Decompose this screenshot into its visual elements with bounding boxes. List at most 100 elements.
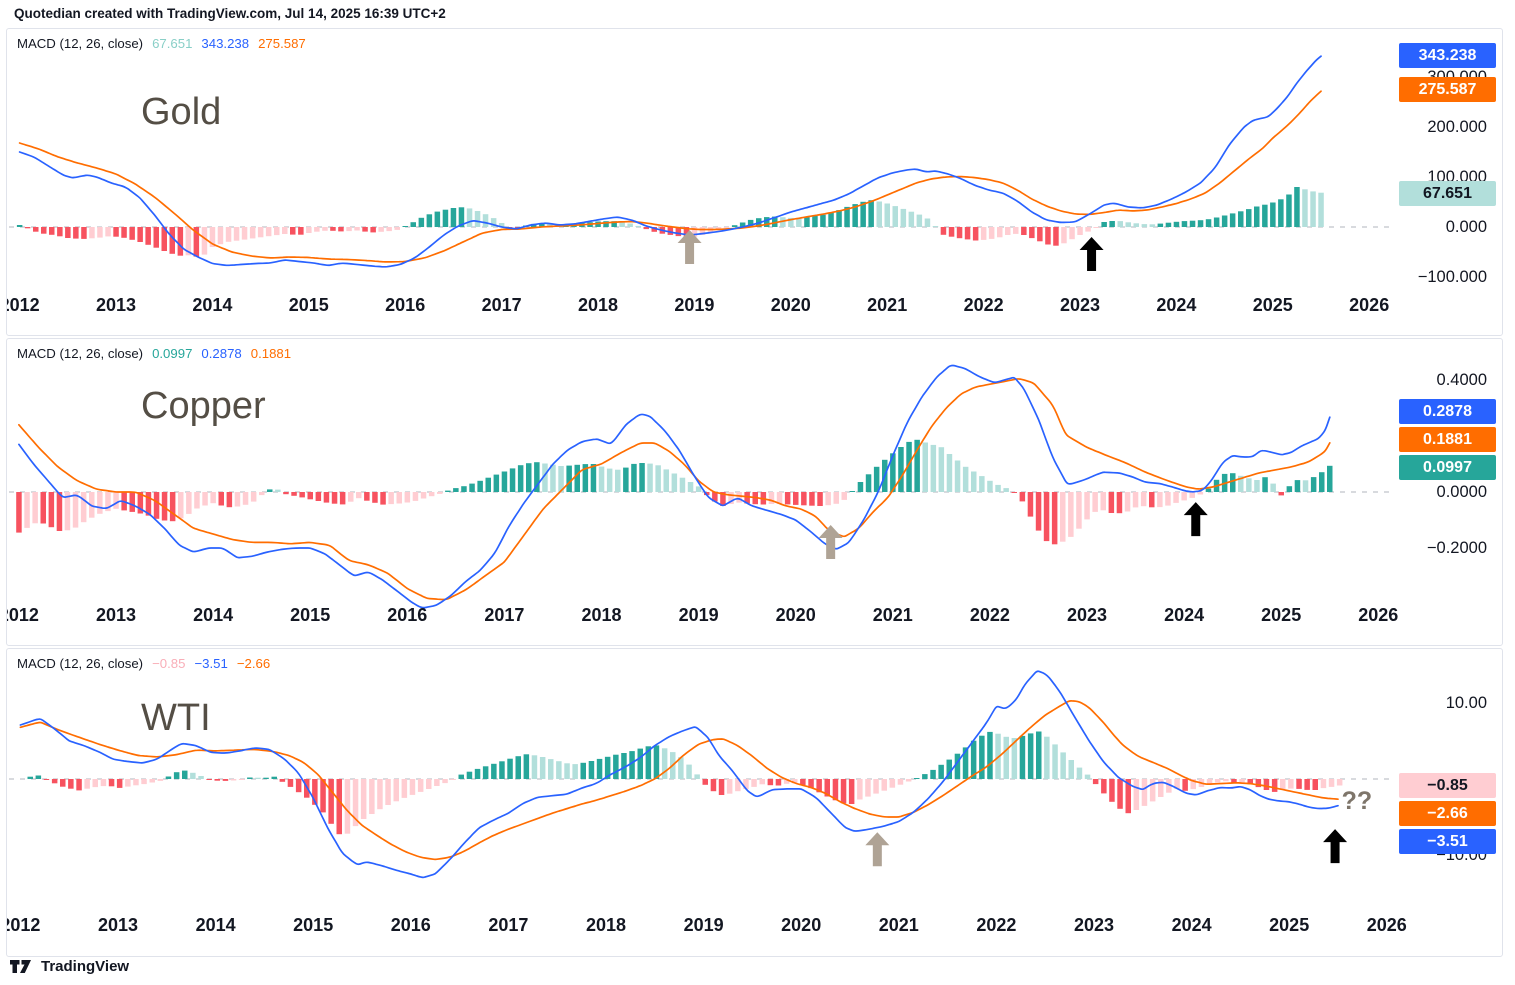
y-axis-tick-label: −0.2000 (1426, 539, 1487, 557)
x-axis-year-label: 2026 (1358, 605, 1399, 625)
price-badge: −3.51 (1399, 828, 1496, 854)
legend-macd-value: 0.2878 (201, 346, 242, 361)
gray-up-arrow (865, 832, 890, 867)
macd-histogram (27, 731, 1343, 835)
x-axis-year-label: 2016 (390, 915, 431, 935)
macd-histogram (16, 187, 1324, 257)
x-axis-year-label: 2024 (1164, 605, 1205, 625)
price-badge: 67.651 (1399, 180, 1496, 206)
tradingview-logo-icon (10, 959, 31, 973)
x-axis-year-label: 2012 (7, 915, 41, 935)
legend-macd-value: 343.238 (201, 36, 250, 51)
x-axis-year-label: 2013 (95, 605, 137, 625)
indicator-label: MACD (12, 26, close) (17, 346, 144, 361)
indicator-legend: MACD (12, 26, close) 0.0997 0.2878 0.1881 (17, 346, 300, 361)
price-badge: −0.85 (1399, 772, 1496, 798)
legend-hist-value: 0.0997 (152, 346, 193, 361)
y-axis-tick-label: −100.000 (1417, 268, 1487, 286)
legend-macd-value: −3.51 (194, 656, 228, 671)
x-axis-year-label: 2025 (1269, 915, 1310, 935)
x-axis-year-label: 2025 (1252, 295, 1293, 315)
question-marks-annotation: ?? (1341, 787, 1373, 816)
panel-copper[interactable]: MACD (12, 26, close) 0.0997 0.2878 0.1881 C… (6, 338, 1503, 646)
x-axis-year-label: 2013 (95, 295, 137, 315)
x-axis-year-label: 2024 (1171, 915, 1212, 935)
x-axis-year-label: 2024 (1156, 295, 1197, 315)
legend-hist-value: −0.85 (152, 656, 186, 671)
indicator-legend: MACD (12, 26, close) −0.85 −3.51 −2.66 (17, 656, 279, 671)
black-up-arrow (1323, 829, 1348, 864)
indicator-legend: MACD (12, 26, close) 67.651 343.238 275.587 (17, 36, 315, 51)
price-badge: 275.587 (1399, 76, 1496, 102)
x-axis-year-label: 2017 (481, 295, 522, 315)
x-axis-year-label: 2021 (872, 605, 913, 625)
tradingview-logo-text: TradingView (41, 958, 130, 975)
x-axis-year-label: 2015 (288, 295, 329, 315)
price-badge: 0.0997 (1399, 454, 1496, 480)
price-badge: 0.1881 (1399, 426, 1496, 452)
x-axis-year-label: 2014 (193, 605, 234, 625)
panel-title: Gold (141, 91, 222, 133)
x-axis-year-label: 2016 (387, 605, 428, 625)
y-axis-tick-label: 10.00 (1445, 694, 1487, 712)
price-badge: 343.238 (1399, 42, 1496, 68)
signal-line (18, 90, 1322, 263)
y-axis-tick-label: 0.4000 (1436, 371, 1487, 389)
x-axis-year-label: 2019 (683, 915, 724, 935)
legend-signal-value: 0.1881 (250, 346, 292, 361)
x-axis-year-label: 2023 (1073, 915, 1115, 935)
x-axis-year-label: 2020 (775, 605, 816, 625)
x-axis-year-label: 2021 (878, 915, 919, 935)
x-axis-year-label: 2023 (1066, 605, 1108, 625)
x-axis-year-label: 2018 (581, 605, 622, 625)
x-axis-year-label: 2020 (770, 295, 811, 315)
y-axis-tick-label: 0.000 (1445, 218, 1487, 236)
x-axis-year-label: 2020 (781, 915, 822, 935)
macd-plot-gold[interactable] (7, 29, 1503, 336)
attribution-text: Quotedian created with TradingView.com, … (14, 6, 446, 21)
x-axis-year-label: 2023 (1059, 295, 1101, 315)
y-axis-tick-label: 0.0000 (1436, 483, 1487, 501)
x-axis-year-label: 2022 (976, 915, 1017, 935)
panel-gold[interactable]: MACD (12, 26, close) 67.651 343.238 275.587… (6, 28, 1503, 336)
x-axis-year-label: 2012 (7, 295, 40, 315)
macd-plot-copper[interactable] (7, 339, 1503, 646)
macd-line (19, 670, 1339, 879)
x-axis-year-label: 2026 (1349, 295, 1390, 315)
x-axis-year-label: 2012 (7, 605, 39, 625)
x-axis-year-label: 2018 (577, 295, 619, 315)
x-axis-year-label: 2019 (678, 605, 719, 625)
x-axis-year-label: 2013 (97, 915, 139, 935)
x-axis-year-label: 2018 (585, 915, 627, 935)
x-axis-year-label: 2017 (488, 915, 529, 935)
macd-plot-wti[interactable] (7, 649, 1503, 957)
macd-line (18, 55, 1322, 268)
x-axis-year-label: 2017 (484, 605, 525, 625)
indicator-label: MACD (12, 26, close) (17, 656, 144, 671)
gray-up-arrow (677, 230, 702, 264)
macd-line (18, 364, 1331, 609)
black-up-arrow (1183, 502, 1208, 537)
x-axis-year-label: 2022 (969, 605, 1010, 625)
x-axis-year-label: 2022 (963, 295, 1004, 315)
y-axis-tick-label: 200.000 (1427, 118, 1487, 136)
x-axis-year-label: 2019 (674, 295, 715, 315)
panel-title: Copper (141, 385, 266, 427)
x-axis-year-label: 2014 (192, 295, 233, 315)
x-axis-year-label: 2015 (293, 915, 334, 935)
black-up-arrow (1079, 237, 1104, 271)
x-axis-year-label: 2014 (195, 915, 236, 935)
panel-title: WTI (141, 697, 211, 739)
tradingview-logo[interactable]: TradingView (10, 958, 129, 975)
legend-signal-value: −2.66 (236, 656, 271, 671)
legend-hist-value: 67.651 (152, 36, 193, 51)
indicator-label: MACD (12, 26, close) (17, 36, 144, 51)
x-axis-year-label: 2021 (867, 295, 908, 315)
legend-signal-value: 275.587 (258, 36, 306, 51)
x-axis-year-label: 2015 (290, 605, 331, 625)
x-axis-year-label: 2026 (1366, 915, 1407, 935)
x-axis-year-label: 2025 (1261, 605, 1302, 625)
panel-wti[interactable]: MACD (12, 26, close) −0.85 −3.51 −2.66 WTI … (6, 648, 1503, 957)
signal-line (18, 378, 1331, 601)
